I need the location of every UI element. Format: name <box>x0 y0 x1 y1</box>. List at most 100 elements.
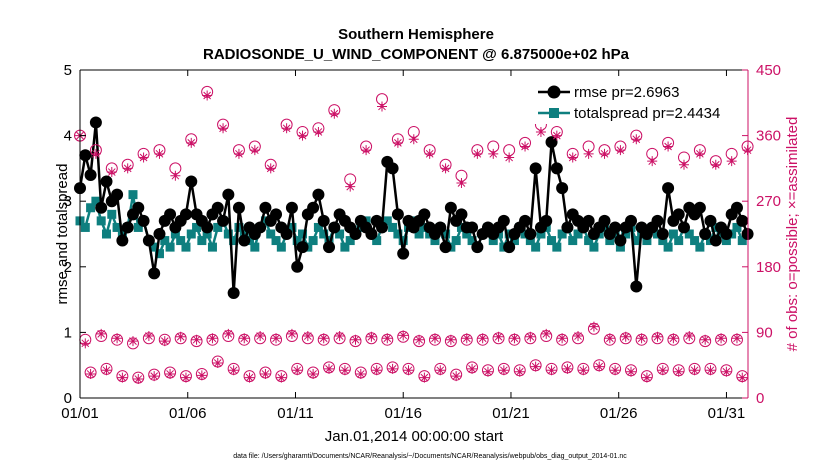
rmse-point <box>365 228 378 240</box>
rmse-point <box>153 228 166 240</box>
obs-assimilated-marker <box>297 130 308 141</box>
obs-assimilated-marker <box>286 328 297 339</box>
obs-assimilated-marker <box>361 145 372 156</box>
obs-assimilated-marker <box>482 366 493 377</box>
obs-assimilated-marker <box>90 148 101 159</box>
obs-assimilated-marker <box>392 137 403 148</box>
obs-assimilated-marker <box>731 333 742 344</box>
obs-assimilated-marker <box>514 366 525 377</box>
totalspread-point <box>80 222 90 232</box>
x-tick-label: 01/31 <box>708 405 746 422</box>
obs-assimilated-marker <box>398 330 409 341</box>
totalspread-point <box>488 236 498 246</box>
totalspread-point <box>642 236 652 246</box>
totalspread-point <box>149 242 159 252</box>
rmse-point <box>328 221 341 234</box>
rmse-point <box>121 221 134 234</box>
totalspread-point <box>721 236 731 246</box>
obs-assimilated-marker <box>599 148 610 159</box>
obs-assimilated-marker <box>737 372 748 383</box>
obs-assimilated-marker <box>133 374 144 385</box>
totalspread-point <box>186 229 196 239</box>
obs-assimilated-marker <box>207 333 218 344</box>
totalspread-point <box>96 216 106 226</box>
totalspread-point <box>308 236 318 246</box>
obs-assimilated-marker <box>488 148 499 159</box>
y-right-tick-label: 360 <box>756 128 781 145</box>
totalspread-point <box>573 229 583 239</box>
rmse-point <box>550 162 563 175</box>
chart-subtitle: RADIOSONDE_U_WIND_COMPONENT @ 6.875000e+… <box>203 46 630 63</box>
obs-assimilated-marker <box>472 148 483 159</box>
rmse-point <box>397 247 410 260</box>
rmse-point <box>79 149 92 162</box>
obs-assimilated-marker <box>350 334 361 345</box>
obs-assimilated-marker <box>292 365 303 376</box>
obs-assimilated-marker <box>186 137 197 148</box>
rmse-point <box>270 208 283 221</box>
obs-assimilated-marker <box>276 372 287 383</box>
totalspread-point <box>388 222 398 232</box>
totalspread-point <box>197 236 207 246</box>
totalspread-point <box>584 236 594 246</box>
rmse-point <box>317 214 330 227</box>
rmse-point <box>148 267 161 280</box>
obs-assimilated-marker <box>143 331 154 342</box>
obs-assimilated-marker <box>96 328 107 339</box>
obs-assimilated-marker <box>255 331 266 342</box>
obs-assimilated-marker <box>218 123 229 134</box>
obs-assimilated-marker <box>588 321 599 332</box>
obs-assimilated-marker <box>223 328 234 339</box>
obs-assimilated-marker <box>668 333 679 344</box>
totalspread-point <box>690 236 700 246</box>
obs-assimilated-marker <box>636 333 647 344</box>
y-axis-left-ticks: 0 1 2 3 4 5 <box>64 62 86 407</box>
obs-assimilated-marker <box>594 361 605 372</box>
obs-assimilated-marker <box>196 370 207 381</box>
totalspread-point <box>621 229 631 239</box>
obs-assimilated-marker <box>620 331 631 342</box>
rmse-point <box>291 260 304 273</box>
x-tick-label: 01/21 <box>492 405 530 422</box>
obs-assimilated-marker <box>265 163 276 174</box>
totalspread-point <box>589 242 599 252</box>
rmse-point <box>222 188 235 201</box>
rmse-point <box>185 175 198 188</box>
rmse-point <box>434 221 447 234</box>
obs-assimilated-marker <box>159 336 170 347</box>
legend: rmse pr=2.6963 totalspread pr=2.4434 <box>533 78 738 124</box>
rmse-point <box>100 175 113 188</box>
rmse-point <box>699 228 712 240</box>
rmse-point <box>217 214 230 227</box>
legend-rmse-marker <box>547 85 561 99</box>
totalspread-point <box>128 190 138 200</box>
y-left-tick-label: 3 <box>64 193 72 210</box>
rmse-point <box>142 234 155 247</box>
obs-assimilated-marker <box>345 181 356 192</box>
obs-assimilated-marker <box>451 371 462 382</box>
rmse-point <box>439 241 452 254</box>
obs-assimilated-marker <box>535 126 546 137</box>
totalspread-point <box>319 229 329 239</box>
obs-assimilated-marker <box>165 368 176 379</box>
obs-assimilated-marker <box>610 365 621 376</box>
obs-assimilated-marker <box>525 331 536 342</box>
rmse-point <box>312 188 325 201</box>
totalspread-point <box>223 229 233 239</box>
totalspread-point <box>112 222 122 232</box>
x-tick-label: 01/06 <box>169 405 207 422</box>
rmse-point <box>561 221 574 234</box>
totalspread-point <box>451 236 461 246</box>
rmse-point <box>704 214 717 227</box>
totalspread-point <box>86 203 96 213</box>
y-right-tick-label: 90 <box>756 324 773 341</box>
totalspread-point <box>165 242 175 252</box>
obs-assimilated-marker <box>440 163 451 174</box>
totalspread-point <box>393 229 403 239</box>
totalspread-point <box>467 236 477 246</box>
rmse-point <box>720 228 733 240</box>
obs-assimilated-marker <box>122 163 133 174</box>
obs-assimilated-marker <box>461 333 472 344</box>
totalspread-point <box>324 236 334 246</box>
